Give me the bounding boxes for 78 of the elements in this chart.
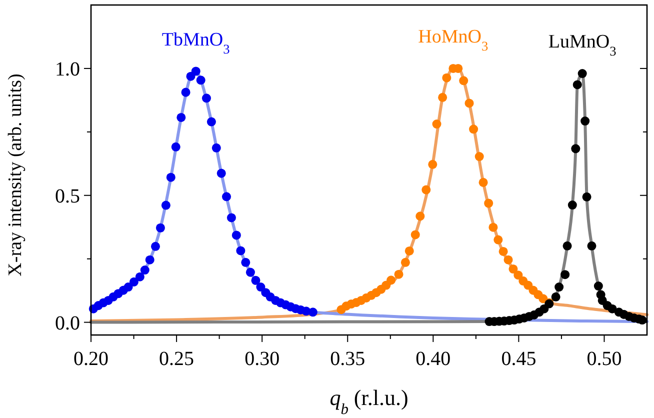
point	[386, 276, 396, 285]
point	[562, 241, 572, 250]
point	[400, 258, 410, 267]
point	[176, 112, 186, 122]
point	[140, 266, 150, 275]
point	[594, 282, 603, 291]
point	[442, 73, 452, 82]
point	[578, 69, 587, 78]
point	[206, 117, 216, 126]
point	[554, 282, 564, 292]
point	[156, 223, 165, 232]
point	[571, 144, 580, 154]
x-axis-title: q$_{b}$ (r.l.u.)	[330, 385, 408, 418]
point	[422, 185, 431, 194]
point	[560, 270, 570, 280]
point	[587, 241, 596, 250]
point	[232, 230, 241, 240]
point	[488, 222, 498, 232]
point	[478, 178, 488, 187]
x-tick-label: 0.45	[501, 348, 536, 370]
point	[171, 142, 180, 152]
y-tick-label: 0.5	[55, 185, 80, 208]
point	[428, 160, 438, 169]
point	[504, 255, 513, 264]
point	[404, 246, 414, 256]
point	[236, 246, 246, 256]
x-tick-label: 0.50	[586, 348, 622, 370]
point	[246, 268, 255, 277]
point	[572, 80, 582, 90]
point	[129, 277, 138, 286]
x-tick-label: 0.40	[416, 348, 451, 370]
point	[568, 200, 577, 210]
x-tick-label: 0.30	[244, 348, 280, 370]
point	[124, 282, 133, 292]
point	[608, 304, 617, 314]
point	[161, 200, 170, 210]
point	[494, 235, 503, 244]
point	[438, 92, 448, 102]
point	[166, 172, 176, 182]
point	[514, 270, 523, 280]
point	[308, 308, 318, 317]
x-tick-label: 0.20	[74, 348, 108, 370]
point	[241, 258, 250, 267]
x-tick-label: 0.35	[330, 348, 366, 370]
point	[580, 116, 590, 126]
point	[469, 124, 478, 134]
y-tick-label: 0.0	[55, 312, 80, 334]
point	[474, 152, 484, 162]
point	[459, 76, 468, 86]
point	[216, 168, 226, 178]
x-tick-label: 0.25	[159, 348, 194, 370]
point	[145, 255, 154, 264]
point	[191, 66, 200, 76]
point	[251, 276, 260, 285]
point	[394, 270, 404, 279]
point	[410, 230, 420, 240]
y-axis-title: X-ray intensity (arb. units)	[5, 74, 26, 276]
point	[416, 212, 425, 221]
point	[226, 213, 236, 222]
series-label: HoMnO$_{3}$	[418, 26, 489, 53]
y-tick-label: 1.0	[55, 58, 80, 80]
point	[150, 242, 160, 251]
point	[508, 264, 518, 274]
point	[222, 192, 232, 202]
point	[551, 292, 560, 302]
point	[432, 120, 442, 129]
series-label: LuMnO$_{3}$	[548, 32, 617, 58]
point	[212, 143, 221, 152]
point	[135, 272, 144, 282]
point	[202, 94, 211, 103]
point	[256, 282, 266, 292]
point	[484, 198, 494, 208]
point	[181, 88, 190, 97]
point	[464, 98, 474, 108]
point	[498, 246, 508, 256]
point	[196, 76, 206, 85]
point	[582, 192, 592, 202]
series-label: TbMnO$_{3}$	[162, 29, 230, 56]
